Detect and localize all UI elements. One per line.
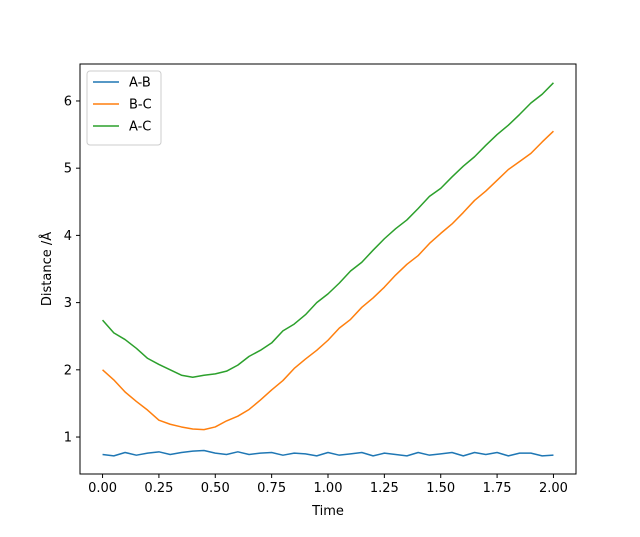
x-tick-label: 1.75 [483, 481, 512, 496]
y-tick-label: 2 [64, 363, 72, 378]
y-axis: 1 2 3 4 5 6 [64, 94, 80, 446]
x-tick-label: 2.00 [539, 481, 568, 496]
legend-label: A-B [129, 76, 151, 91]
x-tick-label: 0.00 [88, 481, 117, 496]
x-axis-label: Time [311, 504, 344, 519]
series-line-a-c [101, 82, 554, 378]
x-tick-label: 0.75 [257, 481, 286, 496]
x-tick-label: 0.50 [201, 481, 230, 496]
x-tick-label: 1.25 [370, 481, 399, 496]
y-axis-label: Distance /Å [39, 232, 55, 306]
x-axis: 0.00 0.25 0.50 0.75 1.00 1.25 1.50 1.75 2.00 [88, 474, 568, 496]
legend-label: A-C [129, 120, 151, 135]
x-tick-label: 1.50 [426, 481, 455, 496]
y-tick-label: 4 [64, 229, 72, 244]
y-tick-label: 5 [64, 162, 72, 177]
y-tick-label: 1 [64, 431, 72, 446]
y-tick-label: 6 [64, 94, 72, 109]
y-tick-label: 3 [64, 296, 72, 311]
series-line-b-c [102, 130, 554, 431]
x-tick-label: 0.25 [144, 481, 173, 496]
series-layer [101, 82, 554, 457]
legend-label: B-C [129, 98, 152, 113]
legend: A-B B-C A-C [86, 70, 162, 146]
x-tick-label: 1.00 [314, 481, 343, 496]
series-line-a-b [102, 449, 554, 457]
